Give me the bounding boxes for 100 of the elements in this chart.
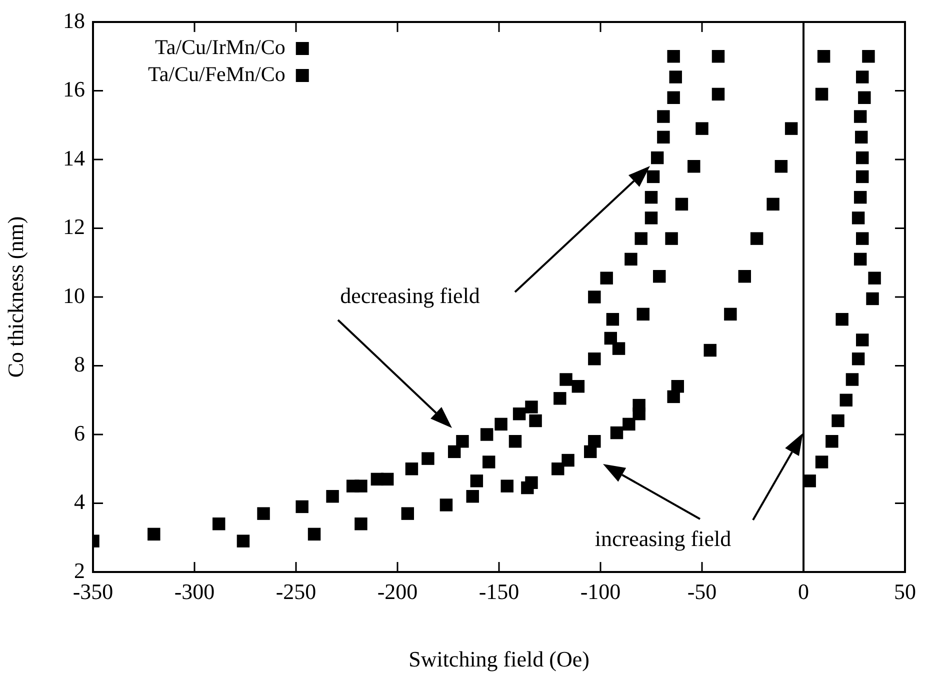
point xyxy=(724,308,737,321)
point xyxy=(470,474,484,488)
point xyxy=(858,91,871,104)
point xyxy=(588,435,601,448)
annotation: increasing field xyxy=(594,526,732,551)
point xyxy=(529,414,542,428)
point xyxy=(803,474,816,488)
x-tick-label: 50 xyxy=(894,578,916,604)
point xyxy=(712,50,725,63)
point xyxy=(704,344,716,357)
point xyxy=(671,380,684,393)
point xyxy=(588,290,601,304)
point xyxy=(846,373,859,386)
point xyxy=(148,528,160,541)
point xyxy=(856,334,869,346)
point xyxy=(856,151,869,164)
point xyxy=(326,490,339,503)
x-tick-label: -250 xyxy=(276,578,316,604)
point xyxy=(494,418,508,431)
point xyxy=(466,490,479,503)
x-tick-label: -300 xyxy=(174,578,215,604)
point xyxy=(766,198,780,211)
y-tick-label: 16 xyxy=(63,76,85,102)
point xyxy=(456,435,469,448)
point xyxy=(236,534,250,548)
point xyxy=(774,160,788,173)
point xyxy=(817,50,830,63)
point xyxy=(840,394,852,406)
point xyxy=(422,452,434,465)
point xyxy=(856,232,869,245)
point xyxy=(646,170,660,184)
point xyxy=(440,498,453,512)
point xyxy=(815,88,828,101)
y-tick-label: 12 xyxy=(63,214,85,240)
point xyxy=(634,232,648,245)
point xyxy=(380,472,394,486)
point xyxy=(667,50,680,63)
point xyxy=(572,380,585,393)
point xyxy=(257,507,270,520)
point xyxy=(862,50,875,63)
point xyxy=(525,400,538,414)
point xyxy=(552,462,564,476)
point xyxy=(448,445,461,458)
point xyxy=(588,352,601,366)
x-tick-label: -150 xyxy=(478,578,520,604)
point xyxy=(600,272,613,284)
y-tick-label: 8 xyxy=(74,352,85,377)
legend-label: Ta/Cu/IrMn/Co xyxy=(155,35,286,60)
x-tick-label: 0 xyxy=(798,578,809,604)
point xyxy=(212,518,226,530)
x-tick-label: -50 xyxy=(687,578,717,604)
point xyxy=(401,507,414,520)
point xyxy=(832,414,844,428)
point xyxy=(688,160,700,173)
point xyxy=(712,88,725,101)
point xyxy=(405,462,418,476)
annotation: decreasing field xyxy=(340,282,480,308)
point xyxy=(856,70,869,84)
point xyxy=(636,308,650,321)
y-axis-title: Co thickness (nm) xyxy=(2,216,28,378)
point xyxy=(606,312,620,326)
point xyxy=(612,342,626,355)
point xyxy=(482,456,496,468)
point xyxy=(554,392,566,405)
point xyxy=(675,198,688,211)
point xyxy=(508,435,522,448)
y-tick-label: 10 xyxy=(63,282,85,308)
point xyxy=(525,476,538,489)
point xyxy=(622,418,636,431)
point xyxy=(852,352,865,366)
point xyxy=(868,272,881,284)
point xyxy=(500,480,514,492)
point xyxy=(696,122,708,135)
point xyxy=(296,500,308,514)
point xyxy=(854,252,867,266)
point xyxy=(836,312,848,326)
point xyxy=(667,91,680,104)
y-tick-label: 6 xyxy=(74,420,85,446)
point xyxy=(815,456,828,468)
point xyxy=(560,373,572,386)
point xyxy=(512,408,526,420)
point xyxy=(308,528,321,541)
x-tick-label: -100 xyxy=(580,578,621,604)
point xyxy=(562,454,574,467)
point xyxy=(669,70,682,84)
point xyxy=(856,170,869,184)
point xyxy=(854,130,868,144)
y-tick-label: 4 xyxy=(74,489,85,514)
point xyxy=(854,110,867,123)
point xyxy=(610,426,624,440)
x-axis-title: Switching field (Oe) xyxy=(408,646,590,672)
x-tick-label: -200 xyxy=(377,578,418,604)
point xyxy=(784,122,798,135)
point xyxy=(624,252,638,266)
point xyxy=(604,332,618,345)
point xyxy=(750,232,764,245)
point xyxy=(354,518,368,530)
point xyxy=(632,398,646,412)
point xyxy=(854,190,867,204)
point xyxy=(644,212,658,224)
